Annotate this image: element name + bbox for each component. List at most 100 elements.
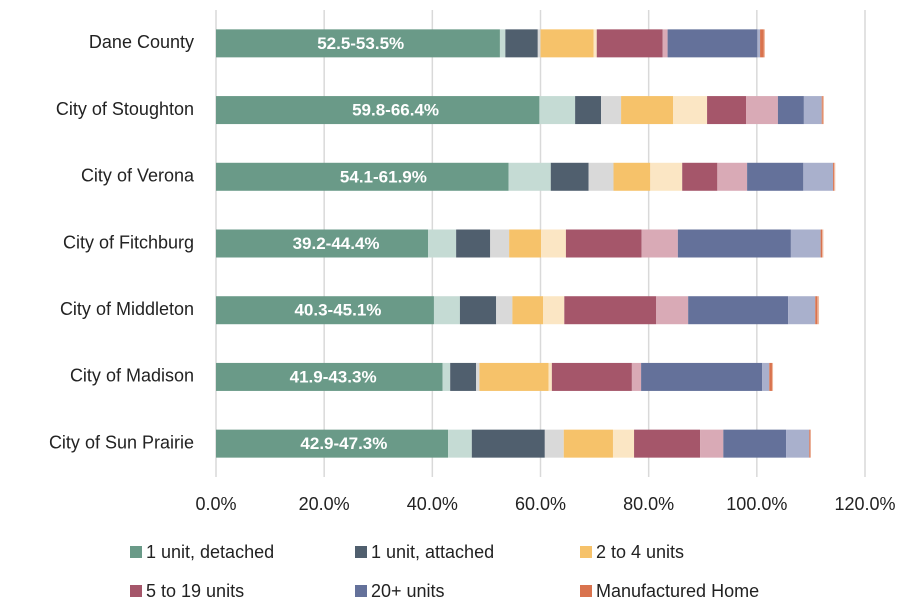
x-tick-label: 80.0% <box>623 494 674 514</box>
data-label: 59.8-66.4% <box>352 101 439 120</box>
range-segment <box>433 296 460 325</box>
range-segment <box>650 162 683 191</box>
range-segment <box>803 96 822 125</box>
legend-label: Manufactured Home <box>596 581 759 601</box>
x-tick-label: 0.0% <box>195 494 236 514</box>
data-label: 41.9-43.3% <box>290 367 377 386</box>
bar-segment <box>667 29 758 58</box>
bar-segment <box>575 96 602 125</box>
range-segment <box>717 162 748 191</box>
x-tick-label: 120.0% <box>834 494 895 514</box>
y-tick-label: Dane County <box>89 32 194 52</box>
range-segment <box>803 162 834 191</box>
bar-segment <box>747 162 804 191</box>
y-tick-label: City of Madison <box>70 366 194 386</box>
range-segment <box>673 96 708 125</box>
bar-segment <box>471 429 545 458</box>
range-segment <box>442 362 451 391</box>
bar-segment <box>216 429 449 458</box>
bar-segment <box>621 96 674 125</box>
range-segment <box>662 29 668 58</box>
legend-label: 5 to 19 units <box>146 581 244 601</box>
bar-segment <box>769 362 772 391</box>
bar-segment <box>551 362 632 391</box>
bar-segment <box>613 162 651 191</box>
bar-segment <box>509 229 542 258</box>
range-segment <box>543 296 565 325</box>
range-segment <box>822 96 824 125</box>
bar-segment <box>682 162 718 191</box>
bar-segment <box>641 362 763 391</box>
range-segment <box>490 229 510 258</box>
bar-segment <box>216 29 500 58</box>
range-segment <box>601 96 622 125</box>
range-segment <box>817 296 820 325</box>
range-segment <box>788 296 816 325</box>
y-tick-label: City of Fitchburg <box>63 232 194 252</box>
bar-segment <box>216 162 509 191</box>
range-segment <box>541 229 566 258</box>
range-segment <box>656 296 689 325</box>
range-segment <box>508 162 551 191</box>
bar-segment <box>459 296 497 325</box>
legend-label: 20+ units <box>371 581 445 601</box>
range-segment <box>593 29 597 58</box>
bar-segment <box>216 96 540 125</box>
bar-segment <box>450 362 477 391</box>
range-segment <box>763 29 765 58</box>
bar-segment <box>505 29 538 58</box>
range-segment <box>810 429 811 458</box>
range-segment <box>548 362 552 391</box>
range-segment <box>746 96 778 125</box>
bar-segment <box>216 362 443 391</box>
bar-segment <box>833 162 835 191</box>
legend-swatch <box>580 585 592 597</box>
range-segment <box>641 229 678 258</box>
bar-segment <box>550 162 589 191</box>
bar-segment <box>596 29 663 58</box>
bar-segment <box>815 296 818 325</box>
bar-segment <box>760 29 764 58</box>
range-segment <box>757 29 761 58</box>
range-segment <box>476 362 480 391</box>
range-segment <box>786 429 810 458</box>
y-tick-label: City of Sun Prairie <box>49 432 194 452</box>
range-segment <box>771 362 774 391</box>
range-segment <box>822 229 824 258</box>
y-tick-label: City of Stoughton <box>56 99 194 119</box>
data-label: 52.5-53.5% <box>317 34 404 53</box>
bar-segment <box>777 96 804 125</box>
range-segment <box>499 29 506 58</box>
bar-segment <box>688 296 789 325</box>
range-segment <box>496 296 513 325</box>
range-segment <box>544 429 564 458</box>
range-segment <box>762 362 770 391</box>
bar-segment <box>216 229 429 258</box>
bar-segment <box>820 229 823 258</box>
bar-segment <box>821 96 823 125</box>
bar-segment <box>512 296 544 325</box>
data-label: 40.3-45.1% <box>294 301 381 320</box>
x-tick-label: 60.0% <box>515 494 566 514</box>
range-segment <box>790 229 821 258</box>
range-segment <box>612 429 635 458</box>
range-segment <box>537 29 541 58</box>
bar-segment <box>565 229 642 258</box>
bar-segment <box>634 429 701 458</box>
range-segment <box>428 229 457 258</box>
bar-segment <box>677 229 791 258</box>
bar-segment <box>707 96 747 125</box>
range-segment <box>448 429 472 458</box>
legend-label: 1 unit, detached <box>146 542 274 562</box>
bar-segment <box>564 296 657 325</box>
bar-segment <box>216 296 434 325</box>
legend-label: 2 to 4 units <box>596 542 684 562</box>
range-segment <box>539 96 576 125</box>
legend-swatch <box>355 546 367 558</box>
x-tick-label: 100.0% <box>726 494 787 514</box>
bar-segment <box>563 429 613 458</box>
legend-swatch <box>580 546 592 558</box>
legend-label: 1 unit, attached <box>371 542 494 562</box>
y-tick-label: City of Verona <box>81 166 195 186</box>
